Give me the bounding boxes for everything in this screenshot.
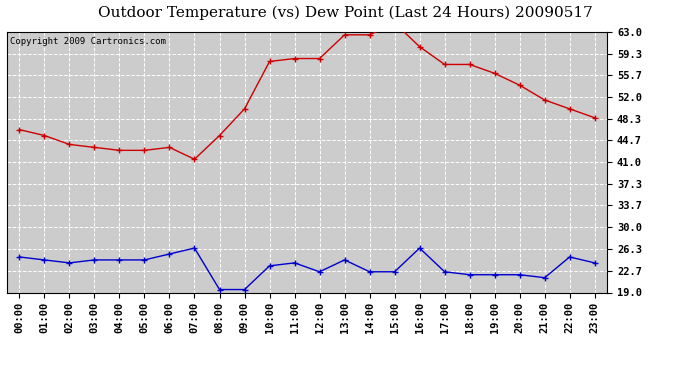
Text: Outdoor Temperature (vs) Dew Point (Last 24 Hours) 20090517: Outdoor Temperature (vs) Dew Point (Last…: [97, 6, 593, 20]
Text: Copyright 2009 Cartronics.com: Copyright 2009 Cartronics.com: [10, 37, 166, 46]
